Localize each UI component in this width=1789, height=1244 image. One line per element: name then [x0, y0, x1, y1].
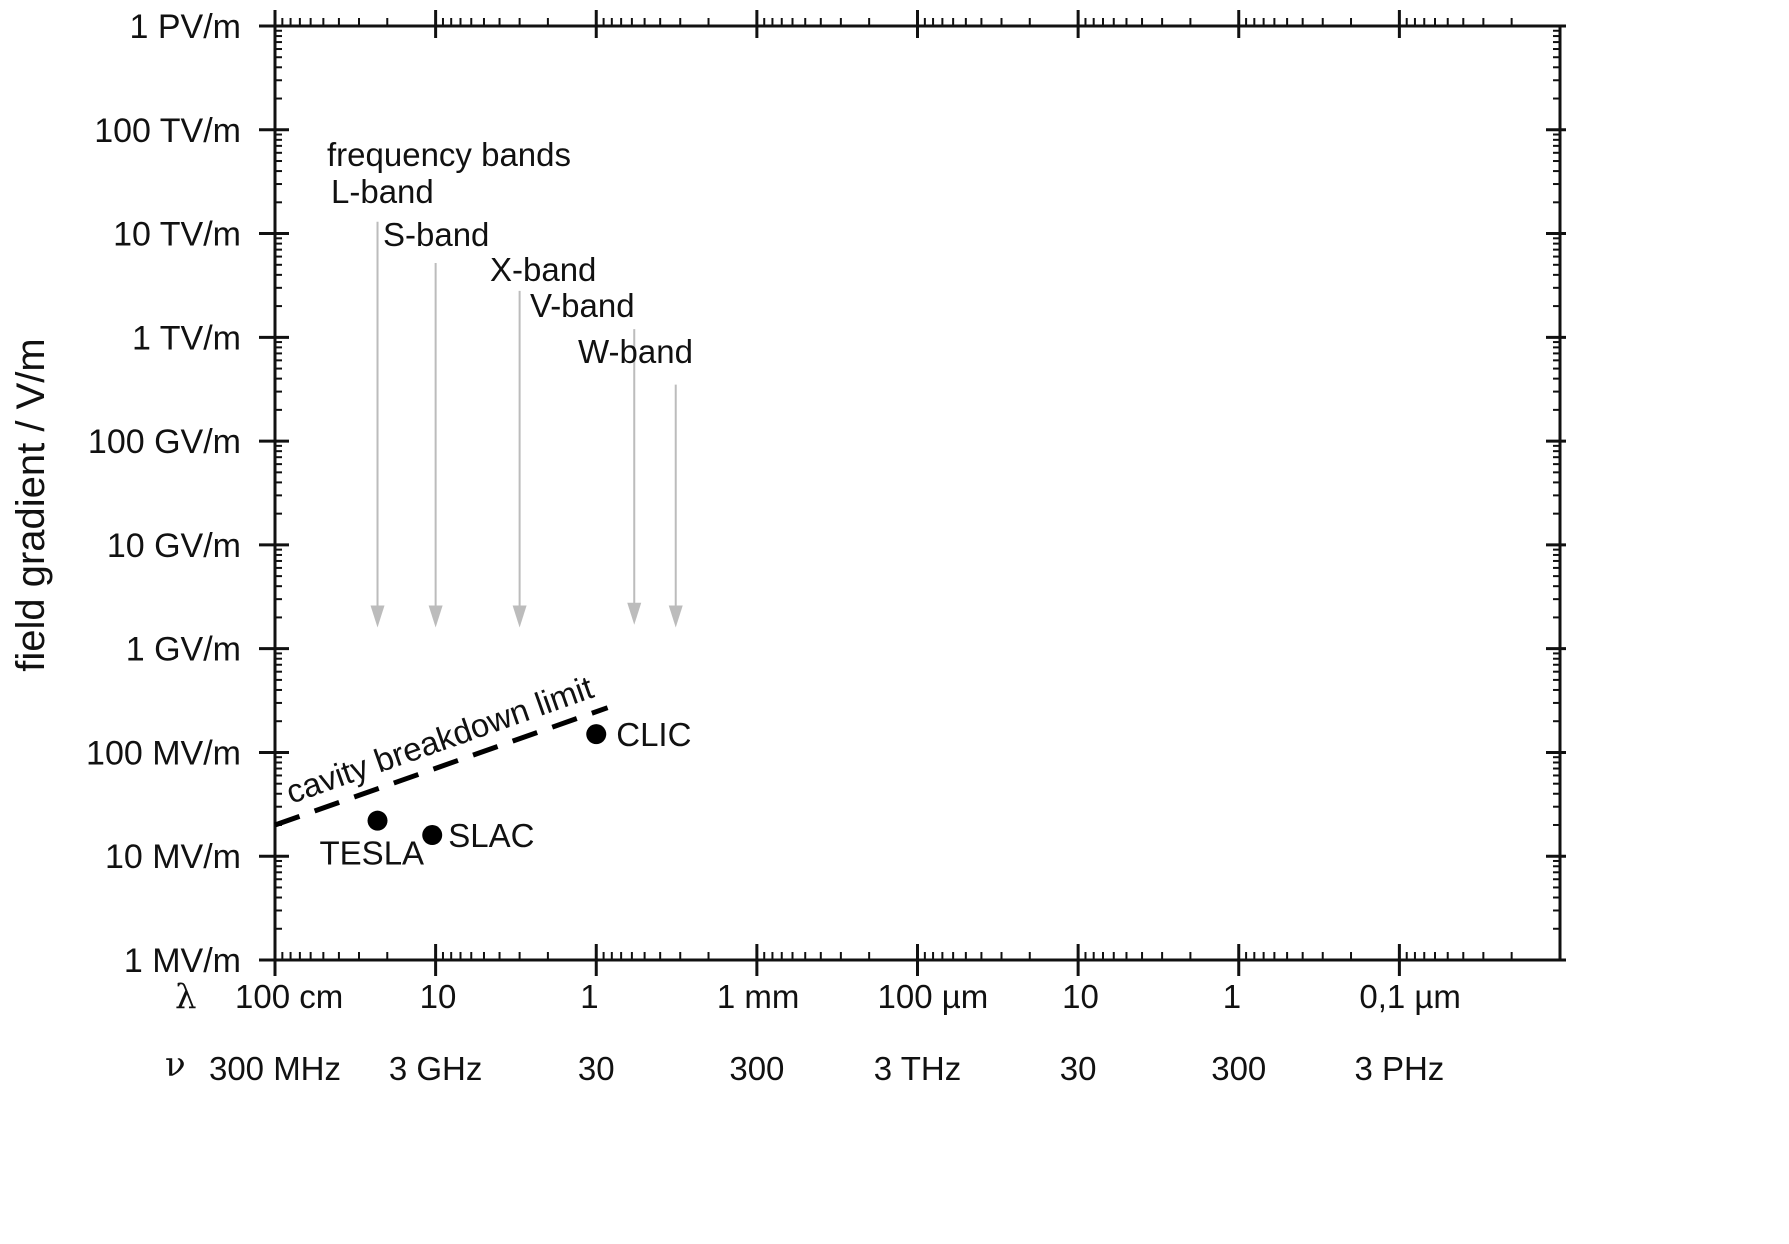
cavity-breakdown-limit: cavity breakdown limit	[274, 668, 609, 828]
y-tick-label: 1 PV/m	[130, 8, 241, 46]
wavelength-axis-ticks: λ 100 cm 10 1 1 mm 100 µm 10 1 0,1 µm	[175, 10, 1461, 1017]
band-label: L-band	[331, 173, 434, 210]
frequency-tick-label: 3 THz	[874, 1050, 961, 1087]
data-point-label: SLAC	[448, 817, 534, 854]
wavelength-tick-label: 10	[420, 978, 457, 1015]
y-tick-label: 100 MV/m	[86, 734, 241, 772]
band-arrow-head	[627, 602, 642, 625]
y-tick-label: 1 TV/m	[132, 319, 241, 357]
y-tick-label: 10 MV/m	[105, 838, 241, 876]
y-axis-label: field gradient / V/m	[9, 338, 53, 672]
band-arrow-head	[428, 605, 443, 628]
y-tick-label: 10 TV/m	[113, 216, 241, 254]
wavelength-tick-label: 1 mm	[717, 978, 800, 1015]
frequency-symbol: ν	[165, 1045, 186, 1085]
y-tick-label: 10 GV/m	[107, 527, 241, 565]
wavelength-tick-label: 10	[1062, 978, 1099, 1015]
breakdown-limit-line	[274, 705, 609, 828]
data-point-clic	[586, 724, 607, 745]
band-label: W-band	[578, 333, 693, 370]
frequency-tick-label: 300	[1211, 1050, 1266, 1087]
frequency-tick-label: 300	[729, 1050, 784, 1087]
frequency-tick-label: 3 GHz	[389, 1050, 483, 1087]
wavelength-symbol: λ	[175, 977, 197, 1017]
y-axis-ticks: 1 PV/m 100 TV/m 10 TV/m 1 TV/m 100 GV/m 10 GV…	[86, 8, 1566, 980]
y-tick-label: 100 TV/m	[94, 112, 241, 150]
y-tick-label: 1 GV/m	[126, 631, 241, 669]
wavelength-tick-label: 1	[1223, 978, 1241, 1015]
band-label: X-band	[490, 251, 596, 288]
accelerator-points: TESLA SLAC CLIC	[320, 716, 692, 872]
field-gradient-chart: 1 PV/m 100 TV/m 10 TV/m 1 TV/m 100 GV/m 10 GV…	[9, 8, 1566, 1087]
frequency-tick-label: 30	[1060, 1050, 1097, 1087]
band-label: S-band	[383, 216, 489, 253]
frequency-bands-title: frequency bands	[327, 136, 571, 173]
frequency-tick-label: 30	[578, 1050, 615, 1087]
band-arrow-head	[370, 605, 385, 628]
breakdown-limit-label: cavity breakdown limit	[281, 668, 598, 810]
data-point-label: TESLA	[320, 835, 425, 872]
wavelength-tick-label: 1	[580, 978, 598, 1015]
data-point-slac	[422, 825, 443, 846]
band-arrow-head	[668, 605, 683, 628]
frequency-tick-label: 3 PHz	[1354, 1050, 1444, 1087]
wavelength-tick-label: 100 cm	[235, 978, 343, 1015]
wavelength-tick-label: 100 µm	[878, 978, 989, 1015]
y-tick-label: 100 GV/m	[88, 423, 241, 461]
band-label: V-band	[530, 287, 635, 324]
band-arrow-head	[512, 605, 527, 628]
y-tick-label: 1 MV/m	[124, 942, 241, 980]
data-point-tesla	[367, 810, 388, 831]
data-point-label: CLIC	[616, 716, 691, 753]
wavelength-tick-label: 0,1 µm	[1359, 978, 1461, 1015]
frequency-row: ν 300 MHz 3 GHz 30 300 3 THz 30 300 3 PHz	[165, 1045, 1444, 1087]
frequency-tick-label: 300 MHz	[209, 1050, 341, 1087]
